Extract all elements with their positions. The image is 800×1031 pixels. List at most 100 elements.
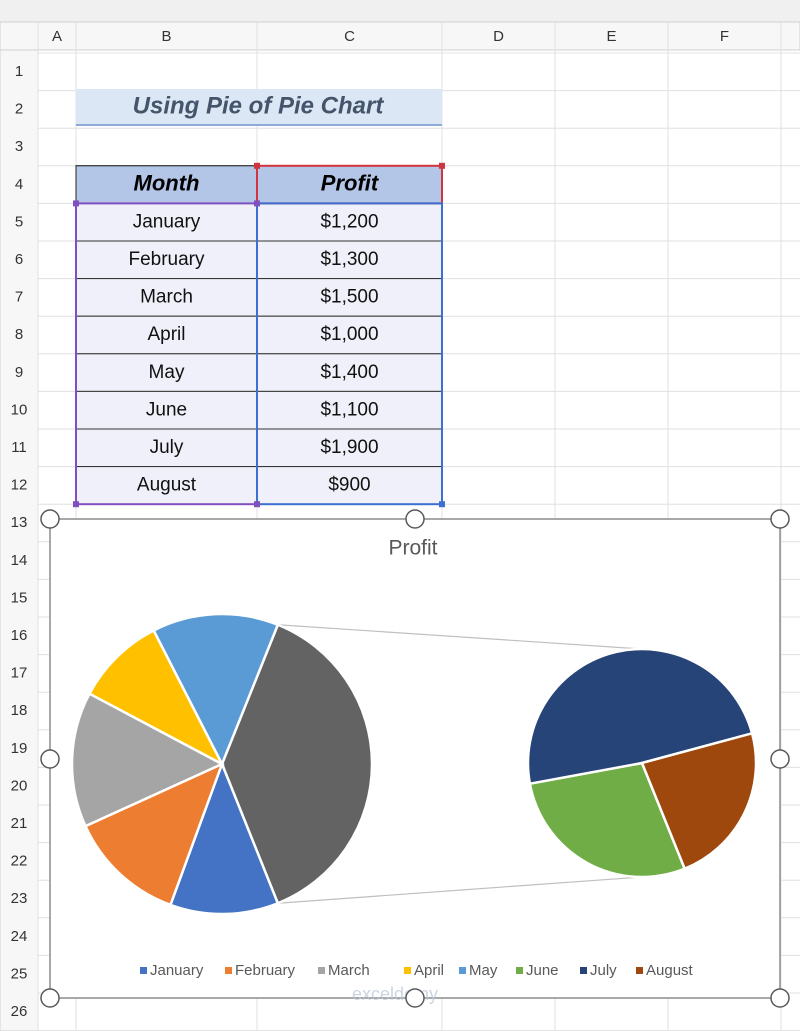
pie-slice — [83, 761, 225, 907]
table-cell-text: February — [128, 249, 205, 270]
row-header: 1 — [15, 63, 23, 80]
table-cell-text: March — [140, 287, 193, 308]
column-header: C — [344, 28, 355, 45]
row-header: 20 — [11, 777, 28, 794]
legend-label: February — [235, 962, 296, 979]
legend-swatch — [459, 967, 466, 974]
table-cell — [75, 315, 258, 355]
resize-handle — [405, 509, 425, 529]
row-header: 9 — [15, 364, 23, 381]
table-cell-text: $1,000 — [320, 324, 378, 345]
row-header: 14 — [11, 552, 28, 569]
table-cell-text: July — [150, 437, 184, 458]
watermark: exceldemy — [352, 984, 438, 1004]
legend-swatch — [580, 967, 587, 974]
pie-slice — [220, 623, 374, 905]
selection-handle — [73, 200, 79, 207]
table-cell-text: $1,500 — [320, 287, 378, 308]
selection-handle — [439, 162, 445, 169]
selection-handle — [254, 200, 260, 207]
table-cell-text: January — [133, 211, 201, 232]
row-header: 8 — [15, 326, 23, 343]
table-cell-text: $1,300 — [320, 249, 378, 270]
resize-handle — [40, 988, 60, 1008]
table-cell-text: August — [137, 475, 197, 496]
table-cell — [75, 353, 258, 392]
table-cell — [75, 278, 258, 317]
legend-label: January — [150, 962, 204, 979]
chart-title: Profit — [388, 537, 437, 560]
table-cell-text: $1,900 — [320, 437, 378, 458]
legend-swatch — [318, 967, 325, 974]
legend-label: June — [526, 962, 559, 979]
legend-label: April — [414, 962, 444, 979]
pie-slice — [640, 731, 758, 871]
row-header: 18 — [11, 702, 28, 719]
pie-slice — [528, 761, 687, 879]
row-header: 19 — [11, 740, 28, 757]
row-header: 5 — [15, 213, 23, 230]
legend-swatch — [225, 967, 232, 974]
row-header: 25 — [11, 965, 28, 982]
table-cell-text: $900 — [328, 475, 370, 496]
column-header: E — [606, 28, 616, 45]
row-header-bar — [0, 49, 39, 1031]
table-cell — [256, 315, 443, 355]
column-header: D — [493, 28, 504, 45]
row-header: 22 — [11, 853, 28, 870]
row-header: 12 — [11, 477, 28, 494]
row-header: 24 — [11, 928, 28, 945]
column-header: A — [52, 28, 62, 45]
pie-slice — [87, 628, 225, 767]
row-header: 15 — [11, 589, 28, 606]
row-header: 26 — [11, 1003, 28, 1020]
headers: A B C D E F1234567891011121314151617181920212… — [11, 28, 729, 1020]
selection-profit — [256, 202, 443, 506]
resize-handle — [770, 988, 790, 1008]
legend-label: May — [469, 962, 498, 979]
table-cell — [75, 466, 258, 505]
header-cell — [75, 165, 262, 204]
row-header: 16 — [11, 627, 28, 644]
pie-slice — [526, 647, 754, 786]
selection-handle — [254, 501, 260, 508]
row-header: 4 — [15, 176, 23, 193]
selection-handle — [439, 501, 445, 508]
resize-handle — [40, 749, 60, 769]
legend-swatch — [404, 967, 411, 974]
column-header: B — [161, 28, 171, 45]
row-header: 6 — [15, 251, 23, 268]
legend-swatch — [140, 967, 147, 974]
title-cell — [76, 89, 442, 125]
table-cell-text: May — [149, 362, 185, 383]
row-header: 2 — [15, 101, 23, 118]
table-cell-text: $1,400 — [320, 362, 378, 383]
resize-handle — [770, 509, 790, 529]
legend-label: March — [328, 962, 370, 979]
row-header: 11 — [11, 439, 27, 456]
column-header-bar — [0, 21, 800, 51]
selection-handle — [254, 162, 260, 169]
chart[interactable]: Profit January February March April May June Ju… — [40, 509, 790, 1008]
row-header: 3 — [15, 138, 23, 155]
row-header: 17 — [11, 665, 28, 682]
selection-handle — [73, 501, 79, 508]
table-cell-text: April — [147, 324, 185, 345]
sheet-title: Using Pie of Pie Chart — [133, 92, 385, 119]
pie-slice — [152, 612, 280, 768]
resize-handle — [770, 749, 790, 769]
header-cell — [256, 165, 443, 204]
connector-line — [277, 876, 643, 904]
resize-handle — [40, 509, 60, 529]
connector-line — [277, 624, 643, 650]
resize-handle — [405, 988, 425, 1008]
data-table: Month Profit January $1,200 February $1,300 Ma… — [73, 162, 445, 508]
table-cell — [256, 466, 443, 505]
table-cell — [75, 202, 258, 242]
pie-slice — [70, 691, 225, 828]
pie-slice — [168, 760, 280, 916]
row-header: 13 — [11, 514, 28, 531]
table-header: Month — [134, 171, 200, 196]
legend-swatch — [636, 967, 643, 974]
